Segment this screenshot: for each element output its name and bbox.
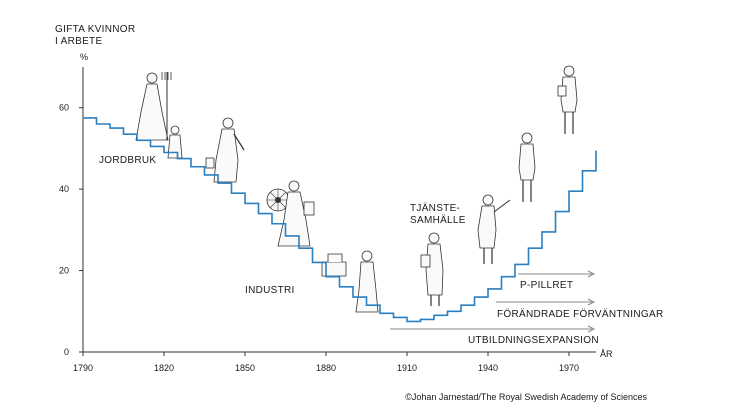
arrow-utbildningsexpansion <box>390 325 596 333</box>
annotation-tjanste-line1: TJÄNSTE- <box>410 202 460 214</box>
annotation-industri: INDUSTRI <box>245 285 295 296</box>
y-axis-unit: % <box>80 52 88 62</box>
figure-woman-with-bucket-illustration <box>205 117 245 183</box>
annotation-tjanste-line2: SAMHÄLLE <box>410 214 466 226</box>
figure-professional-woman-illustration <box>518 132 536 202</box>
figure-farm-woman-illustration <box>135 72 183 159</box>
y-tick-label: 20 <box>59 266 69 276</box>
figure-office-woman-illustration <box>420 232 444 306</box>
x-tick-label: 1820 <box>154 363 174 373</box>
annotation-jordbruk: JORDBRUK <box>99 155 156 166</box>
y-tick-label: 60 <box>59 103 69 113</box>
annotation-utbildningsexpansion: UTBILDNINGSEXPANSION <box>468 335 599 346</box>
y-axis-label-line1: GIFTA KVINNOR <box>55 24 135 35</box>
x-tick-label: 1790 <box>73 363 93 373</box>
y-axis-label-line2: I ARBETE <box>55 36 102 47</box>
x-tick-label: 1910 <box>397 363 417 373</box>
arrow-p-pillret <box>518 270 596 278</box>
credit-text: ©Johan Jarnestad/The Royal Swedish Acade… <box>405 392 647 402</box>
x-tick-label: 1880 <box>316 363 336 373</box>
ticks: 0 20 40 60 1790 1820 1850 1880 1910 1940 1970 <box>59 103 579 373</box>
figure-seamstress-illustration <box>321 250 379 313</box>
x-tick-label: 1850 <box>235 363 255 373</box>
series-step-line <box>83 117 597 323</box>
annotation-forandrade-forvantningar: FÖRÄNDRADE FÖRVÄNTNINGAR <box>497 308 663 320</box>
y-tick-label: 0 <box>64 347 69 357</box>
annotation-p-pillret: P-PILLRET <box>520 280 573 291</box>
figure-presenter-woman-illustration <box>477 194 511 264</box>
figure-modern-woman-illustration <box>557 65 578 134</box>
y-tick-label: 40 <box>59 184 69 194</box>
x-tick-label: 1940 <box>478 363 498 373</box>
arrow-forandrade-forvantningar <box>496 298 596 306</box>
x-axis-label: ÅR <box>600 349 613 359</box>
x-tick-label: 1970 <box>559 363 579 373</box>
